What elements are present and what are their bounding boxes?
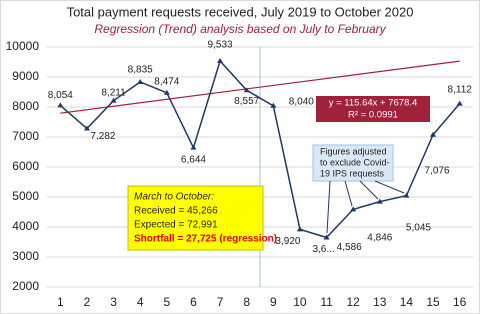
data-label: 3,920	[275, 236, 300, 247]
x-tick-label: 10	[293, 295, 307, 309]
data-label: 3,6...	[312, 244, 334, 255]
x-tick-label: 12	[347, 295, 361, 309]
data-point	[243, 87, 250, 93]
summary-text: Received = 45,266	[134, 206, 218, 217]
y-tick-label: 3000	[12, 249, 39, 263]
data-label: 8,112	[448, 84, 473, 95]
chart-title: Total payment requests received, July 20…	[67, 4, 414, 19]
x-tick-label: 6	[190, 295, 197, 309]
x-tick-label: 8	[243, 295, 250, 309]
data-label: 4,846	[367, 232, 392, 243]
x-tick-label: 15	[426, 295, 440, 309]
data-point	[350, 206, 357, 212]
y-tick-label: 7000	[12, 129, 39, 143]
x-tick-label: 13	[373, 295, 387, 309]
callout-box	[312, 144, 394, 182]
x-tick-label: 11	[320, 295, 333, 309]
summary-text: March to October:	[134, 192, 214, 203]
x-tick-label: 7	[217, 295, 224, 309]
equation-box	[316, 96, 430, 122]
x-tick-label: 9	[270, 295, 277, 309]
summary-text: Shortfall = 27,725 (regression)	[134, 234, 277, 245]
x-tick-label: 2	[84, 295, 91, 309]
data-point	[163, 89, 170, 95]
data-label: 9,533	[208, 40, 233, 51]
trend-line	[60, 60, 460, 114]
callout-text: Figures adjusted	[320, 146, 387, 156]
y-tick-label: 4000	[12, 219, 39, 233]
y-tick-label: 6000	[12, 159, 39, 173]
summary-text: Expected = 72,991	[134, 220, 218, 231]
equation-text: y = 115.64x + 7678.4	[329, 98, 418, 109]
x-tick-label: 5	[163, 295, 170, 309]
data-label: 7,076	[425, 165, 450, 176]
data-point	[456, 100, 463, 106]
data-line	[59, 59, 461, 239]
data-label: 8,474	[154, 76, 179, 87]
x-tick-label: 1	[57, 295, 64, 309]
data-label: 6,644	[181, 154, 206, 165]
data-point	[296, 226, 303, 232]
summary-box	[127, 185, 264, 251]
data-label: 4,586	[337, 242, 362, 253]
data-point	[217, 58, 224, 64]
callout-arrows	[326, 180, 405, 234]
chart-subtitle: Regression (Trend) analysis based on Jul…	[94, 22, 386, 36]
data-point	[190, 144, 197, 150]
y-tick-label: 8000	[12, 99, 39, 113]
data-point	[430, 131, 437, 137]
data-point	[376, 198, 383, 204]
data-point	[270, 102, 277, 108]
y-tick-label: 10000	[6, 39, 40, 53]
data-label: 8,211	[101, 87, 126, 98]
y-tick-label: 9000	[12, 69, 39, 83]
data-point	[137, 78, 144, 84]
data-label: 8,835	[128, 65, 153, 76]
data-label: 8,557	[234, 96, 259, 107]
x-tick-label: 16	[453, 295, 467, 309]
arrow	[344, 180, 353, 207]
y-tick-label: 5000	[12, 189, 39, 203]
arrow	[326, 180, 331, 234]
y-tick-label: 2000	[12, 279, 39, 293]
x-tick-label: 3	[110, 295, 117, 309]
data-point	[83, 125, 90, 131]
data-label: 5,045	[406, 222, 431, 233]
data-label: 7,282	[90, 131, 115, 142]
data-label: 8,054	[48, 90, 73, 101]
x-tick-label: 4	[137, 295, 144, 309]
callout-text: to exclude Covid-	[320, 157, 390, 167]
equation-text: R² = 0.0991	[348, 110, 398, 121]
data-point	[57, 102, 64, 108]
data-point	[403, 192, 410, 198]
data-label: 8,040	[289, 96, 314, 107]
data-point	[323, 234, 330, 240]
x-tick-label: 14	[400, 295, 414, 309]
callout-text: 19 IPS requests	[320, 168, 385, 178]
arrow	[359, 180, 379, 200]
arrow	[374, 180, 405, 194]
data-point	[110, 97, 117, 103]
